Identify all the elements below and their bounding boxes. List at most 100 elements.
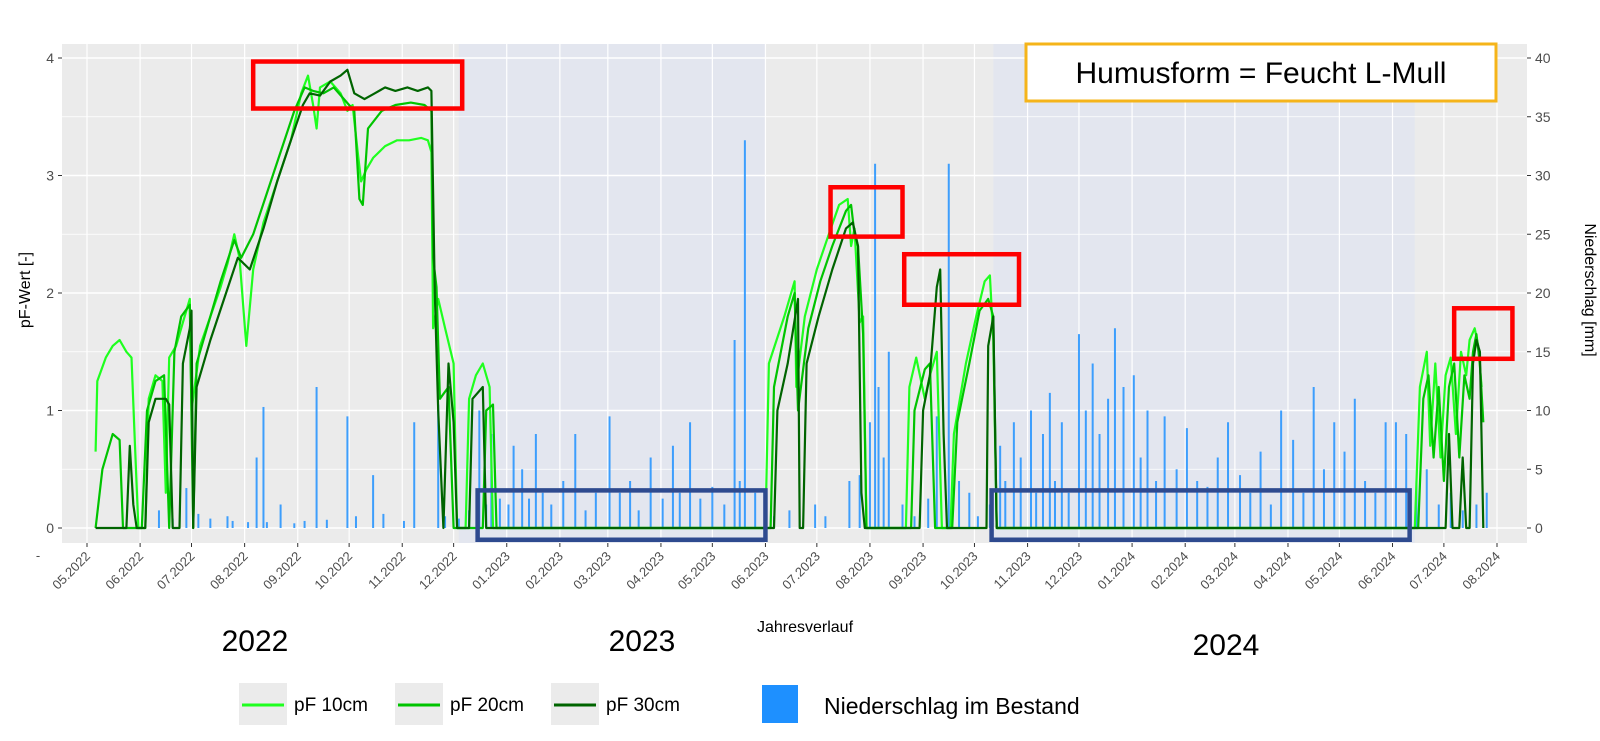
- precip-bar: [874, 163, 877, 528]
- precip-bar: [157, 510, 160, 528]
- precip-bar: [541, 492, 544, 528]
- y2-tick-label: 0: [1535, 520, 1543, 536]
- year-label-2024: 2024: [1193, 629, 1260, 662]
- x-tick-label: 06.2022: [102, 549, 146, 593]
- x-tick-label: 11.2022: [365, 549, 408, 592]
- precip-bar: [1364, 481, 1367, 528]
- precip-bar: [437, 404, 440, 528]
- precip-bar: [814, 504, 817, 528]
- x-tick-label: 07.2022: [154, 549, 198, 593]
- x-tick-label: 05.2023: [675, 549, 719, 593]
- x-tick-label: 03.2023: [570, 549, 614, 593]
- precip-bar: [968, 492, 971, 528]
- precip-bar: [1269, 504, 1272, 528]
- precip-bar: [858, 475, 861, 528]
- precip-bar: [848, 481, 851, 528]
- y-axis-right: 0 5 10 15 20 25 30 35 40: [1527, 50, 1551, 536]
- x-tick-label: 08.2022: [207, 549, 251, 593]
- y2-tick-label: 20: [1535, 285, 1551, 301]
- x-tick-label: 12.2023: [1041, 549, 1085, 593]
- precip-bar: [1041, 434, 1044, 528]
- precip-bar: [913, 516, 916, 528]
- legend-key-precip: [762, 685, 798, 723]
- legend-label-pf20: pF 20cm: [450, 695, 524, 716]
- precip-bar: [534, 434, 537, 528]
- x-tick-label: 03.2024: [1197, 549, 1241, 593]
- y-tick-label: 0: [46, 520, 54, 536]
- precip-bar: [1292, 439, 1295, 528]
- precip-bar: [1461, 510, 1464, 528]
- x-tick-label: 07.2023: [779, 549, 823, 593]
- x-tick-label: 08.2024: [1459, 549, 1503, 593]
- x-axis: -05.2022 06.2022 07.2022 08.2022 09.2022 10.2…: [36, 543, 1503, 592]
- precip-bar: [1113, 328, 1116, 528]
- precip-bar: [293, 523, 296, 528]
- precip-bar: [1239, 475, 1242, 528]
- precip-bar: [1060, 422, 1063, 528]
- precip-bar: [1175, 469, 1178, 528]
- precip-bar: [1437, 504, 1440, 528]
- precip-bar: [608, 416, 611, 528]
- precip-bar: [382, 513, 385, 528]
- precip-bar: [444, 516, 447, 528]
- precip-bar: [947, 163, 950, 528]
- precip-bar: [1029, 410, 1032, 528]
- precip-bar: [1077, 334, 1080, 528]
- x-tick-label: 02.2023: [522, 549, 566, 593]
- x-tick-label: 11.2023: [991, 549, 1034, 592]
- precip-bar: [738, 481, 741, 528]
- x-tick-label: 09.2023: [885, 549, 929, 593]
- y2-axis-title: Niederschlag [mm]: [1581, 223, 1598, 356]
- precip-bar: [255, 457, 258, 528]
- highlight-boxes: [250, 59, 1515, 542]
- precip-bar: [887, 351, 890, 528]
- precip-bar: [1302, 492, 1305, 528]
- precip-bar: [185, 488, 188, 528]
- precip-bar: [1425, 469, 1428, 528]
- x-tick-label: 02.2024: [1147, 549, 1191, 593]
- x-tick-label: 01.2023: [469, 549, 513, 593]
- precip-bar: [1155, 481, 1158, 528]
- blue-highlight-box: [989, 488, 1412, 542]
- precip-bar: [1185, 428, 1188, 528]
- precipitation-bars: [135, 140, 1488, 528]
- y-tick-label: 1: [46, 403, 54, 419]
- x-tick-label: 05.2024: [1302, 549, 1346, 593]
- precip-bar: [1280, 410, 1283, 528]
- precip-bar: [262, 406, 265, 528]
- precip-bar: [678, 492, 681, 528]
- blue-highlight-box: [475, 488, 768, 542]
- x-tick-label: 01.2024: [1094, 549, 1138, 593]
- y-tick-label: 3: [46, 168, 54, 184]
- precip-bar: [265, 522, 268, 528]
- precip-bar: [226, 516, 229, 528]
- x-tick-label: 10.2022: [311, 549, 355, 593]
- precip-bar: [1394, 422, 1397, 528]
- y-tick-label: 2: [46, 285, 54, 301]
- year-label-2022: 2022: [222, 625, 289, 658]
- precip-bar: [594, 492, 597, 528]
- x-axis-title: Jahresverlauf: [757, 619, 854, 636]
- precip-bar: [1067, 492, 1070, 528]
- precip-bar: [733, 340, 736, 528]
- precip-bar: [723, 504, 726, 528]
- precip-bar: [562, 481, 565, 528]
- x-tick-label: 10.2023: [937, 549, 981, 593]
- y2-tick-label: 25: [1535, 226, 1551, 242]
- precip-bar: [1405, 434, 1408, 528]
- precip-bar: [1139, 457, 1142, 528]
- precip-bar: [629, 481, 632, 528]
- precip-bar: [1322, 469, 1325, 528]
- precip-bar: [1091, 363, 1094, 528]
- precip-bar: [788, 510, 791, 528]
- precip-bar: [649, 457, 652, 528]
- precip-bar: [1249, 492, 1252, 528]
- precip-bar: [584, 510, 587, 528]
- precip-bar: [231, 520, 234, 528]
- precip-bar: [1048, 392, 1051, 528]
- precip-bar: [958, 481, 961, 528]
- precip-bar: [1227, 422, 1230, 528]
- precip-bar: [927, 498, 930, 528]
- precip-bar: [1004, 481, 1007, 528]
